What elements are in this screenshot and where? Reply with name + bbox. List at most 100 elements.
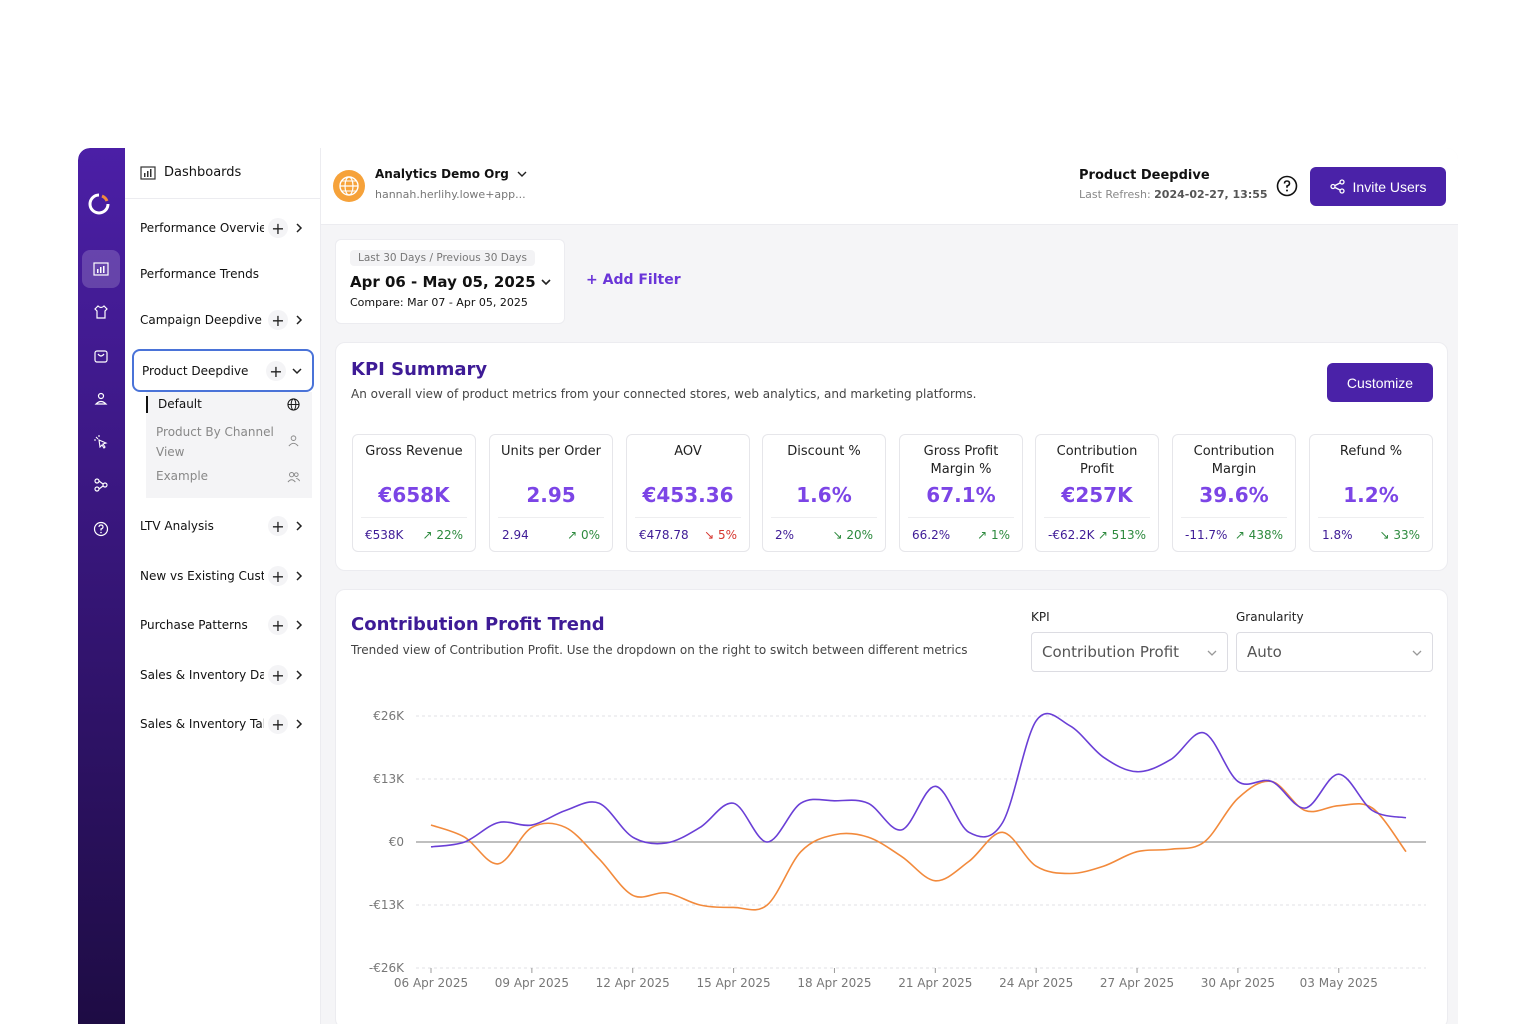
- chevron-down-icon: [541, 279, 551, 286]
- share-icon: [1329, 179, 1345, 194]
- customize-button[interactable]: Customize: [1327, 363, 1433, 402]
- app-window: Dashboards Performance Overview + Perfor…: [78, 148, 1458, 1024]
- date-range: Apr 06 - May 05, 2025: [350, 273, 536, 291]
- x-tick-label: 09 Apr 2025: [495, 976, 569, 990]
- x-tick-label: 18 Apr 2025: [797, 976, 871, 990]
- clicks-icon[interactable]: [82, 423, 120, 461]
- kpi-select[interactable]: Contribution Profit: [1031, 632, 1228, 672]
- y-tick-label: -€13K: [369, 898, 405, 912]
- kpi-card-refund[interactable]: Refund % 1.2% 1.8% ↘ 33%: [1309, 434, 1433, 552]
- chevron-right-icon[interactable]: [294, 667, 304, 683]
- kpi-summary-title: KPI Summary: [351, 359, 488, 380]
- page-title: Product Deepdive: [1079, 168, 1210, 183]
- series-line-previous: [430, 780, 1407, 911]
- add-filter-button[interactable]: + Add Filter: [586, 272, 681, 288]
- y-tick-label: €13K: [373, 772, 405, 786]
- kpi-previous: 1.8%: [1322, 528, 1353, 542]
- x-tick-label: 30 Apr 2025: [1201, 976, 1275, 990]
- view-default[interactable]: Default: [146, 396, 312, 413]
- kpi-card-contribution-margin[interactable]: Contribution Margin 39.6% -11.7% ↗ 438%: [1172, 434, 1296, 552]
- kpi-card-gross-revenue[interactable]: Gross Revenue €658K €538K ↗ 22%: [352, 434, 476, 552]
- sidebar-item-performance-trends[interactable]: Performance Trends: [132, 254, 314, 294]
- kpi-card-gross-profit-margin[interactable]: Gross Profit Margin % 67.1% 66.2% ↗ 1%: [899, 434, 1023, 552]
- kpi-summary-description: An overall view of product metrics from …: [351, 387, 977, 401]
- sidebar-item-performance-overview[interactable]: Performance Overview +: [132, 208, 314, 248]
- kpi-change: ↘ 20%: [832, 528, 873, 542]
- kpi-value: €453.36: [642, 483, 734, 507]
- chevron-right-icon[interactable]: [294, 220, 304, 236]
- view-example[interactable]: Example: [146, 468, 312, 485]
- attribution-icon[interactable]: [82, 466, 120, 504]
- add-view-button[interactable]: +: [266, 361, 286, 381]
- kpi-card-aov[interactable]: AOV €453.36 €478.78 ↘ 5%: [626, 434, 750, 552]
- kpi-card-units-per-order[interactable]: Units per Order 2.95 2.94 ↗ 0%: [489, 434, 613, 552]
- chevron-right-icon[interactable]: [294, 617, 304, 633]
- kpi-select-label: KPI: [1031, 610, 1050, 624]
- sidebar-item-new-vs-existing[interactable]: New vs Existing Customers +: [132, 556, 314, 596]
- chevron-down-icon[interactable]: [292, 363, 302, 379]
- org-switcher[interactable]: Analytics Demo Org: [375, 167, 527, 181]
- sidebar-header: Dashboards: [140, 165, 241, 180]
- granularity-select[interactable]: Auto: [1236, 632, 1433, 672]
- kpi-title: Discount %: [787, 444, 861, 459]
- kpi-value: 39.6%: [1199, 483, 1269, 507]
- chevron-right-icon[interactable]: [294, 568, 304, 584]
- date-range-picker[interactable]: Last 30 Days / Previous 30 Days Apr 06 -…: [335, 239, 565, 324]
- invite-users-button[interactable]: Invite Users: [1310, 167, 1446, 206]
- kpi-value: 2.95: [526, 483, 576, 507]
- customers-icon[interactable]: [82, 380, 120, 418]
- add-view-button[interactable]: +: [268, 516, 288, 536]
- compare-range: Compare: Mar 07 - Apr 05, 2025: [350, 296, 528, 309]
- chevron-right-icon[interactable]: [294, 518, 304, 534]
- last-refresh: Last Refresh: 2024-02-27, 13:55: [1079, 188, 1268, 201]
- x-tick-label: 24 Apr 2025: [999, 976, 1073, 990]
- sidebar-item-sales-inventory-dashboard[interactable]: Sales & Inventory Dashboard +: [132, 655, 314, 695]
- products-icon[interactable]: [82, 293, 120, 331]
- dashboard-sidebar: Dashboards Performance Overview + Perfor…: [125, 148, 321, 1024]
- kpi-value: 1.2%: [1343, 483, 1399, 507]
- chevron-right-icon[interactable]: [294, 716, 304, 732]
- sidebar-item-purchase-patterns[interactable]: Purchase Patterns +: [132, 605, 314, 645]
- kpi-card-discount[interactable]: Discount % 1.6% 2% ↘ 20%: [762, 434, 886, 552]
- kpi-title: Gross Profit Margin %: [923, 444, 999, 477]
- org-avatar[interactable]: [333, 170, 365, 202]
- brand-logo-icon[interactable]: [88, 193, 110, 215]
- sidebar-header-label: Dashboards: [164, 165, 242, 180]
- add-view-button[interactable]: +: [268, 615, 288, 635]
- view-label: Example: [156, 469, 209, 483]
- view-label: Default: [158, 397, 202, 411]
- dashboards-icon[interactable]: [82, 250, 120, 288]
- trend-description: Trended view of Contribution Profit. Use…: [351, 643, 968, 657]
- granularity-select-label: Granularity: [1236, 610, 1304, 624]
- sidebar-item-product-deepdive[interactable]: Product Deepdive +: [132, 349, 314, 392]
- x-tick-label: 03 May 2025: [1300, 976, 1378, 990]
- kpi-previous: €538K: [365, 528, 404, 542]
- add-view-button[interactable]: +: [268, 714, 288, 734]
- add-view-button[interactable]: +: [268, 218, 288, 238]
- sidebar-item-campaign-deepdive[interactable]: Campaign Deepdive +: [132, 300, 314, 340]
- kpi-value: €257K: [1061, 483, 1133, 507]
- series-line-current: [430, 712, 1407, 848]
- kpi-summary-card: KPI Summary An overall view of product m…: [335, 342, 1448, 571]
- help-icon[interactable]: [1276, 175, 1298, 197]
- kpi-value: 1.6%: [796, 483, 852, 507]
- chevron-down-icon: [1207, 650, 1217, 656]
- y-tick-label: €26K: [373, 709, 405, 723]
- help-rail-icon[interactable]: [82, 510, 120, 548]
- add-view-button[interactable]: +: [268, 665, 288, 685]
- chevron-right-icon[interactable]: [294, 312, 304, 328]
- bar-chart-icon: [140, 165, 156, 180]
- sidebar-item-label: Campaign Deepdive: [140, 313, 262, 327]
- x-tick-label: 12 Apr 2025: [596, 976, 670, 990]
- orders-icon[interactable]: [82, 337, 120, 375]
- sidebar-item-sales-inventory-table[interactable]: Sales & Inventory Table +: [132, 704, 314, 744]
- add-view-button[interactable]: +: [268, 566, 288, 586]
- kpi-previous: 66.2%: [912, 528, 951, 542]
- add-view-button[interactable]: +: [268, 310, 288, 330]
- kpi-previous: -11.7%: [1185, 528, 1228, 542]
- view-product-by-channel[interactable]: Product By Channel View: [146, 422, 286, 462]
- kpi-card-contribution-profit[interactable]: Contribution Profit €257K -€62.2K ↗ 513%: [1035, 434, 1159, 552]
- sidebar-item-ltv-analysis[interactable]: LTV Analysis +: [132, 506, 314, 546]
- x-tick-label: 21 Apr 2025: [898, 976, 972, 990]
